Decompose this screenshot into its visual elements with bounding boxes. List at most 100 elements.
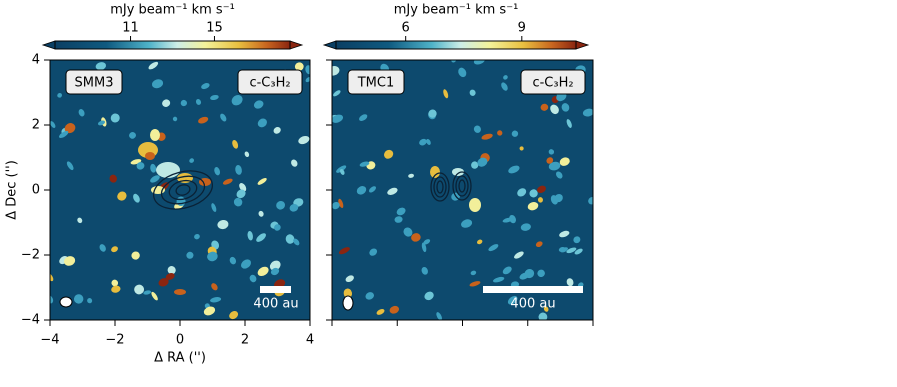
source-label: TMC1 [357,76,395,91]
emission-blob [148,61,159,70]
colorbar-label: mJy beam⁻¹ km s⁻¹ [394,3,519,18]
emission-blob [394,216,403,223]
emission-blob [136,162,145,170]
emission-blob [131,251,140,260]
emission-blob [64,256,76,266]
emission-blob [270,267,280,276]
y-axis-label: Δ Dec ('') [5,160,20,220]
colorbar-extend-high [289,40,304,50]
emission-blob [111,279,119,287]
emission-blob [195,99,202,105]
emission-blob [158,278,169,287]
emission-blob [419,138,427,146]
emission-blob [257,178,267,185]
image-background [332,60,593,320]
contour [153,170,213,210]
emission-blob [244,151,250,158]
emission-blob [59,130,69,138]
emission-blob [428,109,437,118]
emission-blob [365,292,374,300]
emission-blob [368,186,376,193]
emission-blob [359,114,368,122]
molecule-label-box: c-C₃H₂ [520,69,586,95]
label-bg [65,69,123,95]
emission-blob [194,233,200,240]
label-bg [237,69,303,95]
contour [430,172,450,202]
emission-blob [507,295,518,305]
y-tick-label: 4 [32,53,40,68]
emission-blob [151,291,158,301]
emission-blob [411,233,421,242]
scale-bar-label: 400 au [253,297,298,312]
emission-blob [214,167,221,176]
contour [452,171,472,201]
emission-blob [543,306,549,312]
emission-blob [189,158,195,163]
emission-blob [502,217,514,223]
emission-blob [573,236,581,244]
emission-blob [110,113,120,123]
emission-blob [236,189,246,199]
emission-blob [229,311,239,320]
emission-blob [424,291,434,301]
contour [433,176,447,198]
emission-blob [111,285,121,293]
scale-bar-label: 400 au [510,297,555,312]
x-tick-label: 0 [176,333,184,348]
emission-blob [537,269,545,278]
emission-blob [359,161,370,167]
emission-blob [207,251,218,262]
emission-blob [389,305,400,314]
emission-blob [517,188,527,197]
colorbar-tick-label: 9 [518,21,526,36]
emission-blob [210,94,219,101]
emission-blob [222,178,233,185]
emission-blob [332,201,340,210]
emission-blob [305,65,310,75]
y-tick-label: −4 [21,313,40,328]
x-tick-label: 4 [306,333,314,348]
emission-blob [421,242,427,253]
emission-blob [269,260,281,271]
emission-blob [421,266,428,275]
emission-blob [537,197,543,203]
colorbar-tick-label: 6 [402,21,410,36]
emission-blob [143,290,152,295]
emission-blob [566,119,572,128]
emission-blob [111,246,118,253]
emission-blob [253,100,264,109]
emission-blob [548,149,555,155]
emission-blob [291,159,298,167]
contour [160,175,206,205]
emission-blob [57,93,62,98]
emission-blob [555,171,563,179]
emission-blob [233,197,243,207]
emission-blob [582,108,593,117]
molecule-label: c-C₃H₂ [249,76,290,91]
colorbar-extend-high [575,40,590,50]
emission-blob [97,120,106,126]
emission-blob [469,198,481,212]
emission-blob [332,66,340,76]
emission-blob [332,114,344,123]
beam [342,295,354,311]
panel [50,60,310,320]
emission-blob [285,234,295,244]
emission-blob [436,312,442,320]
label-bg [520,69,586,95]
emission-blob [554,193,563,203]
emission-blob [403,227,413,237]
emission-blob [298,135,310,145]
emission-blob [203,306,216,316]
emission-blob [343,288,353,299]
label-bg [347,69,405,95]
emission-blob [99,244,106,252]
colorbar-tick-label: 11 [122,21,139,36]
emission-blob [239,183,247,192]
molecule-label-box: c-C₃H₂ [237,69,303,95]
x-axis-label: Δ RA ('') [154,351,206,366]
emission-blob [258,210,264,217]
contour [458,179,466,193]
emission-blob [519,146,524,151]
